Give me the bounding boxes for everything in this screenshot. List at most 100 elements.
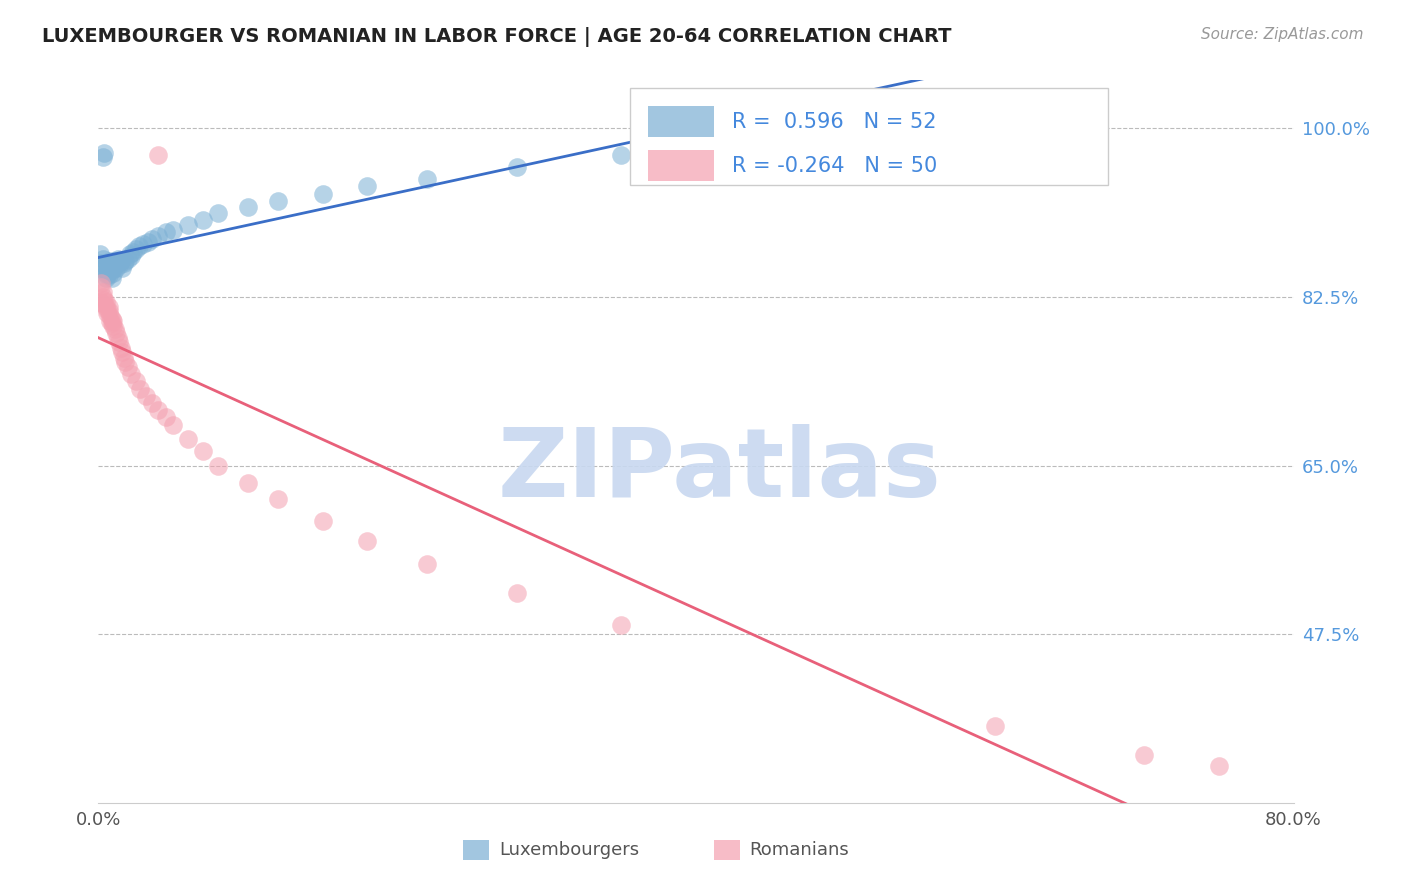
- Point: [103, 314, 125, 328]
- Point: [267, 194, 290, 208]
- Point: [356, 533, 378, 548]
- Point: [91, 252, 114, 266]
- Point: [111, 345, 134, 359]
- Point: [267, 492, 290, 507]
- Point: [177, 432, 200, 446]
- Point: [103, 318, 125, 333]
- Point: [90, 276, 112, 290]
- Point: [128, 239, 150, 253]
- Text: R =  0.596   N = 52: R = 0.596 N = 52: [733, 112, 936, 132]
- Point: [125, 242, 148, 256]
- Point: [94, 294, 117, 309]
- Point: [984, 719, 1007, 733]
- Point: [112, 256, 135, 270]
- FancyBboxPatch shape: [630, 87, 1108, 185]
- Point: [97, 300, 120, 314]
- Point: [107, 256, 129, 270]
- Text: Source: ZipAtlas.com: Source: ZipAtlas.com: [1201, 27, 1364, 42]
- Point: [112, 351, 135, 365]
- Point: [98, 314, 122, 328]
- Point: [714, 136, 737, 150]
- Point: [90, 256, 112, 270]
- Point: [356, 179, 378, 194]
- Point: [118, 246, 141, 260]
- Point: [162, 418, 184, 433]
- Point: [94, 270, 117, 285]
- Point: [110, 341, 132, 355]
- Point: [96, 268, 118, 282]
- Point: [121, 244, 143, 259]
- Point: [155, 410, 177, 425]
- FancyBboxPatch shape: [714, 839, 740, 860]
- Point: [117, 252, 139, 266]
- Point: [101, 270, 124, 285]
- Point: [101, 316, 124, 330]
- Point: [96, 302, 118, 317]
- Point: [104, 254, 127, 268]
- Point: [141, 232, 163, 246]
- Point: [114, 354, 136, 368]
- Point: [90, 280, 112, 294]
- Point: [236, 475, 259, 490]
- Point: [114, 254, 136, 268]
- Point: [132, 237, 155, 252]
- Point: [416, 171, 439, 186]
- Point: [96, 306, 118, 320]
- Point: [141, 396, 163, 410]
- Point: [93, 293, 115, 307]
- FancyBboxPatch shape: [463, 839, 489, 860]
- Point: [135, 389, 157, 403]
- Text: LUXEMBOURGER VS ROMANIAN IN LABOR FORCE | AGE 20-64 CORRELATION CHART: LUXEMBOURGER VS ROMANIAN IN LABOR FORCE …: [42, 27, 952, 46]
- Point: [1133, 747, 1156, 762]
- Point: [91, 261, 114, 276]
- Point: [506, 160, 529, 174]
- Point: [93, 297, 115, 311]
- Point: [110, 254, 132, 268]
- Point: [94, 256, 117, 270]
- Point: [107, 252, 129, 266]
- Point: [148, 229, 170, 244]
- Point: [101, 263, 124, 277]
- FancyBboxPatch shape: [648, 151, 714, 181]
- Point: [94, 266, 117, 280]
- Point: [1208, 759, 1230, 773]
- Point: [108, 258, 131, 272]
- Point: [120, 367, 142, 381]
- Point: [107, 331, 129, 345]
- Point: [104, 322, 127, 336]
- Point: [98, 258, 122, 272]
- Point: [177, 218, 200, 232]
- Point: [148, 402, 170, 417]
- Point: [89, 294, 111, 309]
- Point: [207, 458, 229, 473]
- Point: [610, 148, 633, 162]
- Point: [117, 360, 139, 375]
- Point: [108, 335, 131, 350]
- Point: [610, 617, 633, 632]
- Point: [111, 261, 134, 276]
- Point: [155, 226, 177, 240]
- Point: [91, 150, 114, 164]
- Point: [162, 222, 184, 236]
- Point: [91, 290, 114, 304]
- FancyBboxPatch shape: [648, 106, 714, 136]
- Point: [98, 310, 122, 324]
- Point: [191, 444, 214, 458]
- Point: [311, 186, 333, 201]
- Point: [96, 264, 118, 278]
- Point: [89, 246, 111, 260]
- Point: [98, 254, 122, 268]
- Point: [236, 201, 259, 215]
- Point: [506, 586, 529, 600]
- Point: [129, 382, 152, 396]
- Text: Romanians: Romanians: [749, 841, 849, 859]
- Point: [120, 249, 142, 263]
- Point: [416, 557, 439, 571]
- Text: ZIPatlas: ZIPatlas: [498, 424, 942, 517]
- Point: [103, 266, 125, 280]
- Point: [97, 268, 120, 282]
- Point: [105, 326, 128, 340]
- Point: [91, 285, 114, 300]
- Point: [94, 300, 117, 314]
- Point: [207, 206, 229, 220]
